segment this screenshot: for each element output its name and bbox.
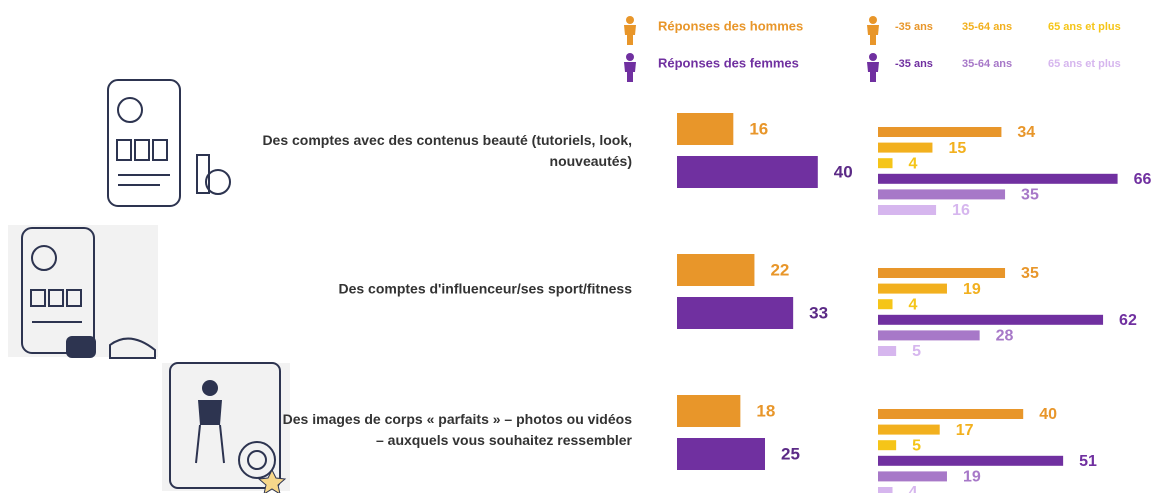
bar [677, 395, 741, 427]
age-value-label: 5 [912, 437, 921, 454]
person-icon [869, 53, 877, 61]
category-label: Des comptes avec des contenus beauté (tu… [262, 132, 632, 169]
fitness-illustration [8, 225, 158, 359]
age-value-label: 4 [909, 484, 918, 493]
age-legend-label: 35-64 ans [962, 58, 1012, 70]
age-bar [878, 314, 1104, 325]
age-bar [878, 158, 893, 169]
age-bar [878, 424, 940, 435]
legend-label: Réponses des hommes [658, 18, 803, 33]
age-value-label: 17 [956, 422, 974, 439]
age-bar [878, 330, 980, 341]
body-illustration [162, 362, 290, 493]
age-value-label: 66 [1134, 171, 1152, 188]
age-value-label: 15 [948, 140, 966, 157]
category-label: Des images de corps « parfaits » – photo… [282, 411, 632, 448]
value-label: 18 [756, 401, 775, 420]
age-bar [878, 346, 897, 356]
age-bar [878, 173, 1118, 184]
person-icon [867, 62, 879, 82]
age-bar [878, 189, 1006, 200]
age-legend-label: 65 ans et plus [1048, 58, 1121, 70]
person-icon [869, 16, 877, 24]
value-label: 22 [770, 260, 789, 279]
age-bar [878, 471, 947, 482]
age-value-label: 35 [1021, 265, 1039, 282]
age-value-label: 5 [912, 343, 921, 360]
age-bar [878, 127, 1002, 137]
value-label: 16 [749, 119, 768, 138]
category-label: Des comptes d'influenceur/ses sport/fitn… [338, 280, 632, 297]
value-label: 25 [781, 444, 800, 463]
age-value-label: 51 [1079, 453, 1097, 470]
person-icon [624, 62, 636, 82]
bar [677, 113, 734, 145]
age-value-label: 4 [909, 296, 918, 313]
person-icon [626, 16, 634, 24]
bar [677, 438, 765, 470]
bar [677, 297, 794, 329]
age-value-label: 28 [996, 328, 1014, 345]
age-value-label: 16 [952, 202, 970, 219]
bar [677, 254, 755, 286]
age-bar [878, 487, 893, 493]
age-bar [878, 409, 1024, 419]
age-legend-label: -35 ans [895, 21, 933, 33]
age-value-label: 35 [1021, 187, 1039, 204]
person-icon [624, 25, 636, 45]
legend-label: Réponses des femmes [658, 55, 799, 70]
value-label: 33 [809, 303, 828, 322]
age-bar [878, 205, 937, 215]
age-bar [878, 268, 1006, 278]
bar [677, 156, 818, 188]
beauty-illustration [107, 79, 231, 207]
person-icon [867, 25, 879, 45]
age-legend-label: 65 ans et plus [1048, 21, 1121, 33]
age-value-label: 4 [909, 155, 918, 172]
age-value-label: 34 [1017, 124, 1035, 141]
age-value-label: 62 [1119, 312, 1137, 329]
age-bar [878, 142, 933, 153]
age-bar [878, 283, 947, 294]
person-icon [626, 53, 634, 61]
age-value-label: 40 [1039, 406, 1057, 423]
value-label: 40 [834, 162, 853, 181]
age-value-label: 19 [963, 281, 981, 298]
age-bar [878, 299, 893, 310]
age-bar [878, 455, 1064, 466]
age-bar [878, 440, 897, 451]
age-legend-label: -35 ans [895, 58, 933, 70]
age-value-label: 19 [963, 469, 981, 486]
age-legend-label: 35-64 ans [962, 21, 1012, 33]
